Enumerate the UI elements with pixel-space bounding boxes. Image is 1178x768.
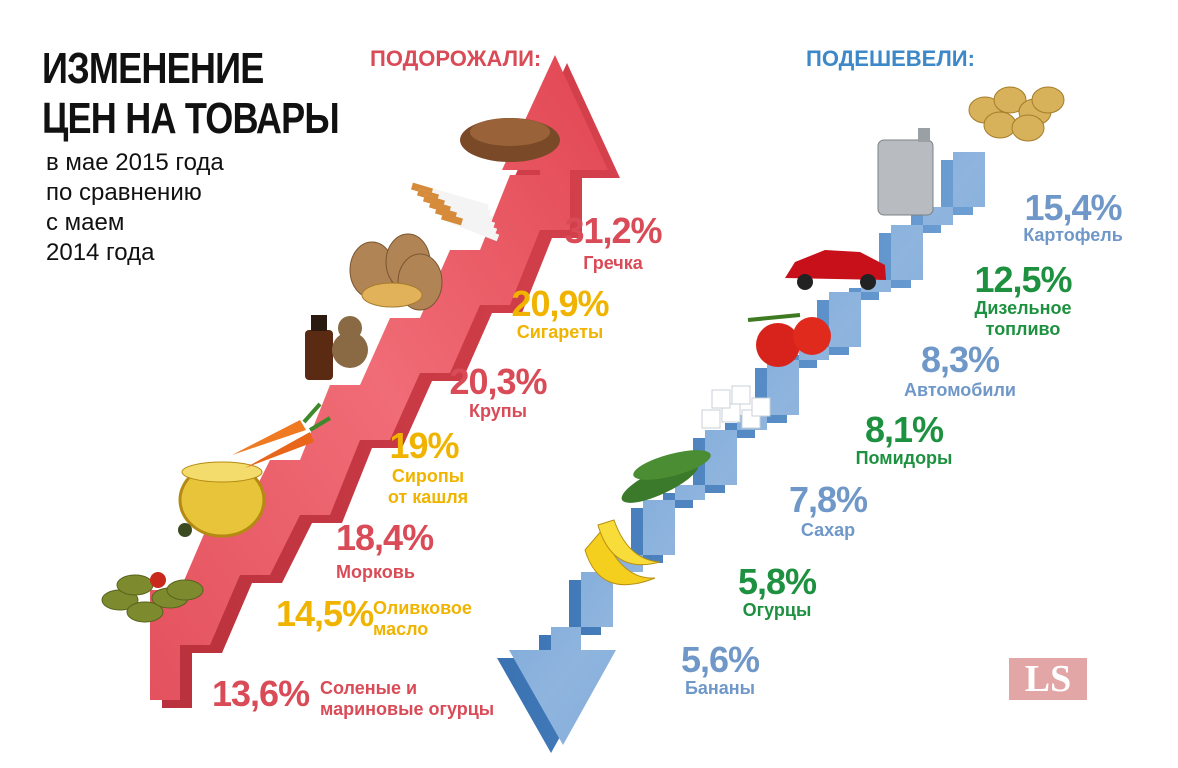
category-label-line: Сиропы [391, 466, 465, 486]
category-label-down-3: Сахар [678, 520, 978, 541]
title-line-1: ИЗМЕНЕНИЕ [42, 44, 264, 93]
category-label-line: Огурцы [742, 600, 812, 620]
category-label-down-4: Помидоры [754, 448, 1054, 469]
buckwheat-icon [460, 118, 560, 162]
value-label-down-7: 15,4% [1024, 187, 1122, 228]
price-down-arrow [497, 152, 985, 753]
category-label-down-1: Бананы [570, 678, 870, 699]
category-label-line: Помидоры [855, 448, 953, 468]
cucumbers-icon [621, 450, 711, 503]
category-label-line: Автомобили [904, 380, 1016, 400]
red-arrow-face [150, 55, 608, 700]
subtitle-line-2: по сравнению [46, 179, 202, 206]
category-label-up-3: Морковь [336, 562, 415, 583]
category-label-down-2: Огурцы [627, 600, 927, 621]
category-label-line: Соленые и [320, 678, 418, 698]
subtitle-line-4: 2014 года [46, 239, 155, 266]
category-label-line: Дизельное [974, 298, 1072, 318]
category-label-up-4: Сиропы от кашля [278, 466, 578, 508]
value-label-down-6: 12,5% [974, 259, 1072, 300]
price-up-heading: ПОДОРОЖАЛИ: [370, 46, 542, 71]
value-label-up-3: 18,4% [336, 517, 434, 558]
tomatoes-icon [747, 313, 831, 367]
carrot-icon [232, 402, 332, 468]
pickles-icon [101, 572, 204, 623]
value-label-down-2: 5,8% [737, 561, 817, 602]
value-label-up-1: 13,6% [212, 673, 310, 714]
value-label-down-4: 8,1% [864, 409, 944, 450]
category-label-down-6: Дизельное топливо [873, 298, 1173, 340]
category-label-line: масло [373, 619, 429, 639]
category-label-up-7: Гречка [463, 253, 763, 274]
blue-arrow-face [509, 152, 985, 745]
potatoes-icon [968, 86, 1065, 142]
page-subtitle: в мае 2015 года по сравнению с маем 2014… [46, 148, 224, 268]
value-label-down-3: 7,8% [788, 479, 868, 520]
category-label-line: топливо [985, 319, 1061, 339]
category-label-line: Оливковое [373, 598, 472, 618]
price-up-arrow [150, 55, 620, 708]
category-label-up-1: Соленые и мариновые огурцы [320, 678, 494, 720]
value-label-down-1: 5,6% [680, 639, 760, 680]
category-label-line: Крупы [469, 401, 527, 421]
value-label-up-7: 31,2% [564, 210, 662, 251]
ls-logo: LS [1009, 658, 1087, 700]
category-label-line: мариновые огурцы [320, 699, 495, 719]
category-label-up-6: Сигареты [410, 322, 710, 343]
sugar-cubes-icon [701, 385, 771, 429]
page-title: ИЗМЕНЕНИЕ ЦЕН НА ТОВАРЫ [42, 44, 340, 144]
category-label-down-7: Картофель [923, 225, 1178, 246]
category-label-line: Морковь [336, 562, 415, 582]
cigarettes-icon [410, 182, 500, 242]
value-label-up-6: 20,9% [511, 283, 609, 324]
category-label-line: Сигареты [516, 322, 604, 342]
cough-syrup-icon [305, 315, 368, 380]
value-label-down-5: 8,3% [920, 339, 1000, 380]
category-label-line: от кашля [387, 487, 469, 507]
category-label-up-5: Крупы [348, 401, 648, 422]
value-label-up-2: 14,5% [276, 593, 374, 634]
car-icon [785, 250, 886, 290]
value-label-up-4: 19% [389, 425, 459, 466]
value-label-up-5: 20,3% [449, 361, 547, 402]
subtitle-line-3: с маем [46, 209, 125, 236]
jerrycan-icon [877, 128, 934, 216]
olive-oil-icon [178, 461, 266, 538]
category-label-line: Бананы [684, 678, 756, 698]
category-label-line: Сахар [800, 520, 856, 540]
bananas-icon [584, 519, 661, 586]
grain-sacks-icon [349, 233, 443, 311]
category-label-down-5: Автомобили [810, 380, 1110, 401]
product-icons [101, 86, 1065, 623]
category-label-line: Картофель [1023, 225, 1123, 245]
subtitle-line-1: в мае 2015 года [46, 149, 224, 176]
category-label-line: Гречка [583, 253, 643, 273]
price-down-heading: ПОДЕШЕВЕЛИ: [806, 46, 975, 71]
title-line-2: ЦЕН НА ТОВАРЫ [42, 94, 340, 143]
category-label-up-2: Оливковое масло [373, 598, 472, 640]
